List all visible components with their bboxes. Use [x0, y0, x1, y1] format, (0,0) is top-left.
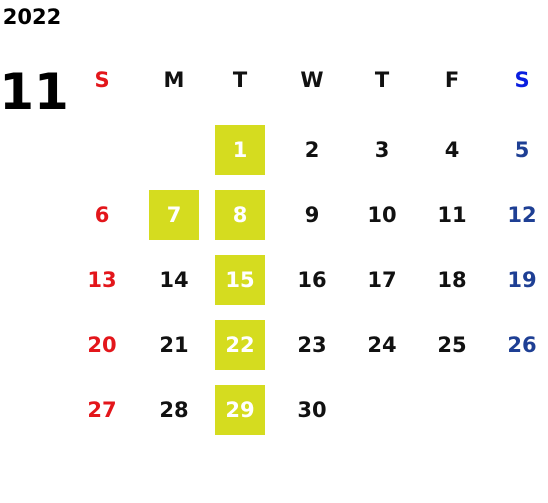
day: 8 — [232, 203, 248, 227]
day: 6 — [94, 203, 110, 227]
day: 12 — [507, 203, 537, 227]
day: 3 — [374, 138, 390, 162]
day: 10 — [367, 203, 397, 227]
weekday: W — [300, 68, 324, 92]
month: 11 — [0, 63, 69, 121]
day: 2 — [304, 138, 320, 162]
day: 28 — [159, 398, 189, 422]
highlight — [215, 190, 265, 240]
day: 1 — [232, 138, 248, 162]
day: 27 — [87, 398, 117, 422]
weekday: S — [514, 68, 530, 92]
weekday: S — [94, 68, 110, 92]
day: 30 — [297, 398, 327, 422]
highlight — [215, 255, 265, 305]
day: 9 — [304, 203, 320, 227]
weekday: T — [374, 68, 390, 92]
day: 17 — [367, 268, 397, 292]
day: 16 — [297, 268, 327, 292]
day: 7 — [166, 203, 182, 227]
day: 15 — [225, 268, 255, 292]
year: 2022 — [2, 5, 62, 29]
day: 11 — [437, 203, 467, 227]
highlight — [215, 385, 265, 435]
weekday: F — [444, 68, 460, 92]
day: 18 — [437, 268, 467, 292]
highlight — [215, 125, 265, 175]
highlight — [149, 190, 199, 240]
day: 24 — [367, 333, 397, 357]
day: 14 — [159, 268, 189, 292]
day: 21 — [159, 333, 189, 357]
day: 23 — [297, 333, 327, 357]
day: 26 — [507, 333, 537, 357]
day: 22 — [225, 333, 255, 357]
day: 20 — [87, 333, 117, 357]
day: 4 — [444, 138, 460, 162]
weekday: M — [163, 68, 185, 92]
day: 13 — [87, 268, 117, 292]
day: 29 — [225, 398, 255, 422]
day: 25 — [437, 333, 467, 357]
day: 19 — [507, 268, 537, 292]
highlight — [215, 320, 265, 370]
day: 5 — [514, 138, 530, 162]
weekday: T — [232, 68, 248, 92]
